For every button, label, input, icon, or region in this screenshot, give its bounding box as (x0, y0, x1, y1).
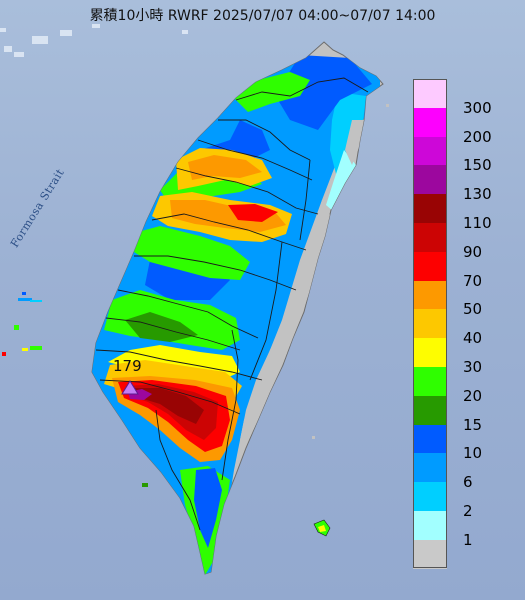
legend-swatch (413, 107, 447, 138)
legend-label: 15 (463, 415, 483, 434)
peak-value-label: 179 (113, 357, 142, 375)
legend-swatch (413, 482, 447, 512)
legend-label: 6 (463, 473, 473, 492)
legend-swatch (413, 539, 447, 570)
map-title: 累積10小時 RWRF 2025/07/07 04:00~07/07 14:00 (89, 8, 436, 24)
legend-swatch (413, 395, 447, 426)
legend-swatch (413, 79, 447, 109)
legend-swatch (413, 453, 447, 483)
rainfall-layers (92, 55, 380, 574)
legend-swatch (413, 136, 447, 166)
legend-label: 1 (463, 530, 473, 549)
legend-label: 2 (463, 502, 473, 520)
legend-swatch (413, 309, 447, 339)
cloud-speckles (0, 24, 188, 57)
legend-label: 90 (463, 242, 483, 261)
legend-label: 10 (463, 444, 483, 463)
legend-label: 200 (463, 127, 492, 146)
legend-swatch (413, 280, 447, 310)
legend-label: 50 (463, 300, 483, 319)
legend-label: 20 (463, 386, 483, 405)
legend-label: 70 (463, 271, 483, 290)
legend-label: 150 (463, 156, 492, 175)
legend-label: 130 (463, 185, 492, 204)
legend-label: 110 (463, 214, 492, 232)
legend-label: 300 (463, 98, 492, 117)
peak-marker-icon (121, 380, 139, 395)
legend-swatch (413, 367, 447, 397)
legend-swatch (413, 424, 447, 454)
legend-swatch (413, 223, 447, 253)
legend-label: 40 (463, 329, 483, 348)
legend-swatch (413, 338, 447, 368)
legend-label: 30 (463, 358, 483, 376)
legend-swatch (413, 511, 447, 541)
legend-swatch (413, 194, 447, 224)
offshore-islands (2, 104, 389, 537)
legend-swatch (413, 165, 447, 195)
legend-frame (413, 79, 447, 568)
legend-swatch (413, 251, 447, 282)
county-borders (95, 77, 369, 531)
